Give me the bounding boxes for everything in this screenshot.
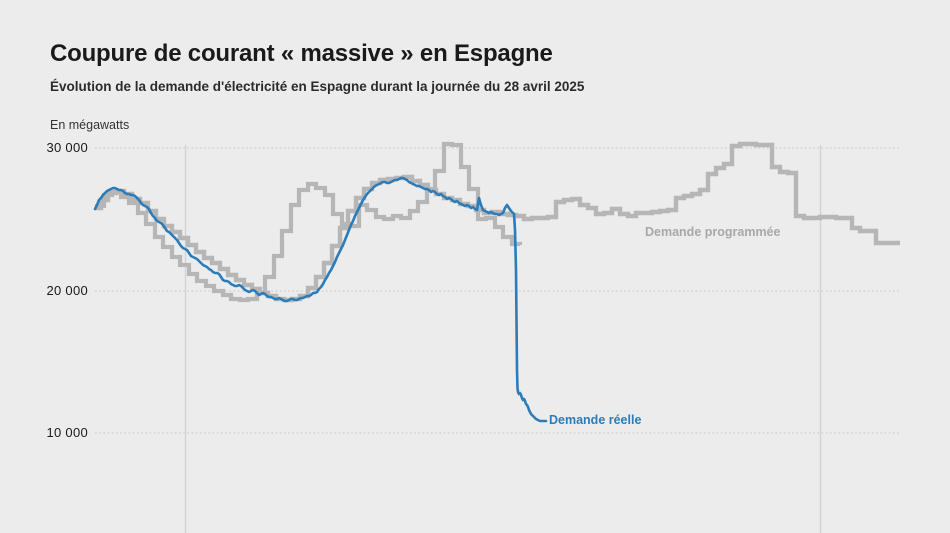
real-demand-line	[93, 176, 548, 423]
gridlines	[95, 145, 900, 533]
series-demande-programmee-full	[95, 141, 900, 303]
y-tick-label-10000: 10 000	[46, 425, 88, 440]
series-demande-programmee	[95, 141, 523, 303]
y-axis-unit-label: En mégawatts	[50, 118, 130, 132]
planned-demand-line	[95, 141, 523, 303]
y-tick-label-20000: 20 000	[46, 283, 88, 298]
series-demande-reelle	[93, 176, 548, 423]
page-title: Coupure de courant « massive » en Espagn…	[50, 40, 553, 67]
y-tick-label-30000: 30 000	[46, 140, 88, 155]
page-subtitle: Évolution de la demande d'électricité en…	[50, 79, 585, 94]
planned-demand-line-full	[95, 141, 900, 303]
legend-label-demande-reelle: Demande réelle	[549, 413, 642, 427]
legend-label-demande-programmee: Demande programmée	[645, 225, 781, 239]
